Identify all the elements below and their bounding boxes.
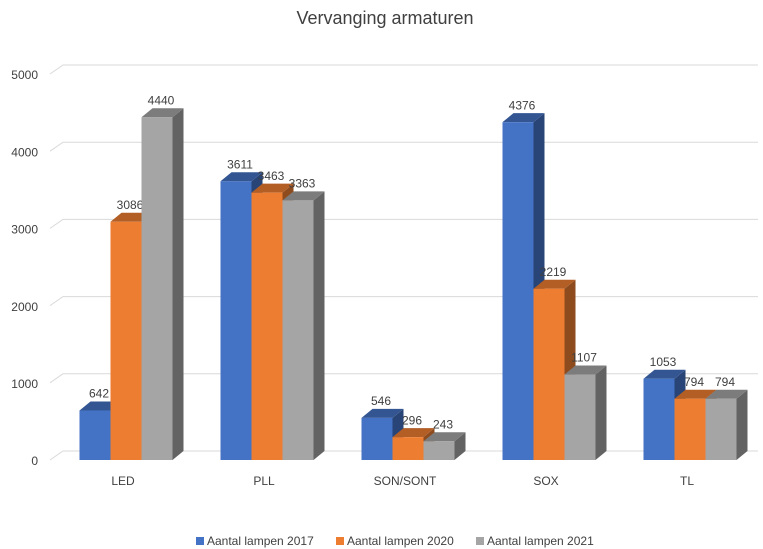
bar-front [705, 398, 737, 460]
value-label: 3363 [289, 177, 316, 191]
bar-side [172, 108, 184, 461]
legend-swatch [476, 537, 484, 545]
value-label: 1053 [650, 355, 677, 369]
value-label: 2219 [540, 265, 567, 279]
value-label: 243 [433, 417, 453, 431]
bar-front [141, 117, 173, 461]
value-label: 4376 [509, 98, 536, 112]
bar-front [110, 221, 142, 460]
bar [643, 369, 686, 460]
bar-top [643, 369, 686, 379]
bar [141, 108, 184, 461]
bar [705, 389, 748, 460]
bar-front [674, 398, 706, 460]
x-tick-label: SON/SONT [374, 474, 437, 488]
legend-label: Aantal lampen 2021 [487, 534, 594, 548]
bar-top [502, 113, 545, 123]
value-label: 3611 [227, 157, 253, 171]
bar-front [220, 181, 252, 460]
bar-front [79, 410, 111, 460]
bar-front [361, 417, 393, 460]
x-tick-label: SOX [533, 474, 558, 488]
y-tick-label: 0 [31, 454, 38, 468]
value-label: 642 [89, 387, 109, 401]
bar-top [251, 183, 294, 193]
bar-side [313, 191, 325, 460]
y-tick-label: 3000 [11, 223, 38, 237]
bar-side [595, 365, 607, 460]
bar-top [220, 172, 263, 182]
bar-top [282, 191, 325, 201]
y-tick-label: 2000 [11, 300, 38, 314]
x-tick-label: LED [111, 474, 135, 488]
bar-side [454, 432, 466, 460]
value-label: 296 [402, 413, 422, 427]
value-label: 546 [371, 394, 391, 408]
value-label: 3086 [117, 198, 144, 212]
bar-top [564, 365, 607, 375]
legend-swatch [196, 537, 204, 545]
x-tick-label: TL [680, 474, 694, 488]
bar-front [502, 122, 534, 461]
bar-top [533, 279, 576, 289]
bar-front [643, 378, 675, 460]
bar-front [533, 288, 565, 460]
bar-top [705, 389, 748, 399]
bar-top [423, 432, 466, 442]
x-tick-label: PLL [253, 474, 275, 488]
bar-side [736, 389, 748, 460]
value-label: 4440 [148, 93, 175, 107]
bar-front [564, 374, 596, 460]
value-label: 794 [715, 375, 735, 389]
bar-front [282, 200, 314, 460]
value-label: 3463 [258, 169, 285, 183]
value-label: 1107 [571, 351, 597, 365]
bar [423, 432, 466, 460]
y-tick-label: 5000 [11, 68, 38, 82]
bar-front [392, 437, 424, 460]
bar-front [423, 441, 455, 460]
value-label: 794 [684, 375, 704, 389]
y-tick-label: 4000 [11, 145, 38, 159]
bar-top [141, 108, 184, 118]
bar-top [674, 389, 717, 399]
y-tick-label: 1000 [11, 377, 38, 391]
bar-top [361, 408, 404, 418]
bar [564, 365, 607, 460]
legend-label: Aantal lampen 2017 [207, 534, 314, 548]
bar [282, 191, 325, 460]
chart-title: Vervanging armaturen [296, 8, 473, 28]
bar-top [392, 428, 435, 438]
legend-swatch [336, 537, 344, 545]
legend-label: Aantal lampen 2020 [347, 534, 454, 548]
grid-line [49, 64, 758, 75]
bar-front [251, 192, 283, 460]
